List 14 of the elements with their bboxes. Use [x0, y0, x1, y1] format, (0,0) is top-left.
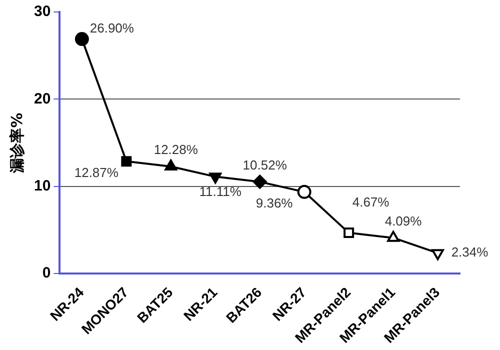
- data-label: 12.87%: [74, 164, 119, 180]
- data-label: 11.11%: [199, 184, 242, 200]
- y-tick-label: 10: [34, 177, 51, 194]
- data-label: 12.28%: [154, 142, 198, 158]
- y-tick-label: 20: [34, 90, 51, 108]
- data-label: 10.52%: [242, 157, 288, 172]
- y-axis-title: 漏诊率%: [8, 112, 26, 174]
- y-tick-label: 0: [42, 264, 51, 282]
- data-label: 4.67%: [352, 194, 390, 210]
- data-label: 26.90%: [90, 20, 134, 36]
- data-label: 4.09%: [384, 213, 422, 228]
- data-label: 2.34%: [451, 244, 489, 260]
- y-tick-label: 30: [34, 3, 51, 20]
- data-label: 9.36%: [256, 196, 294, 210]
